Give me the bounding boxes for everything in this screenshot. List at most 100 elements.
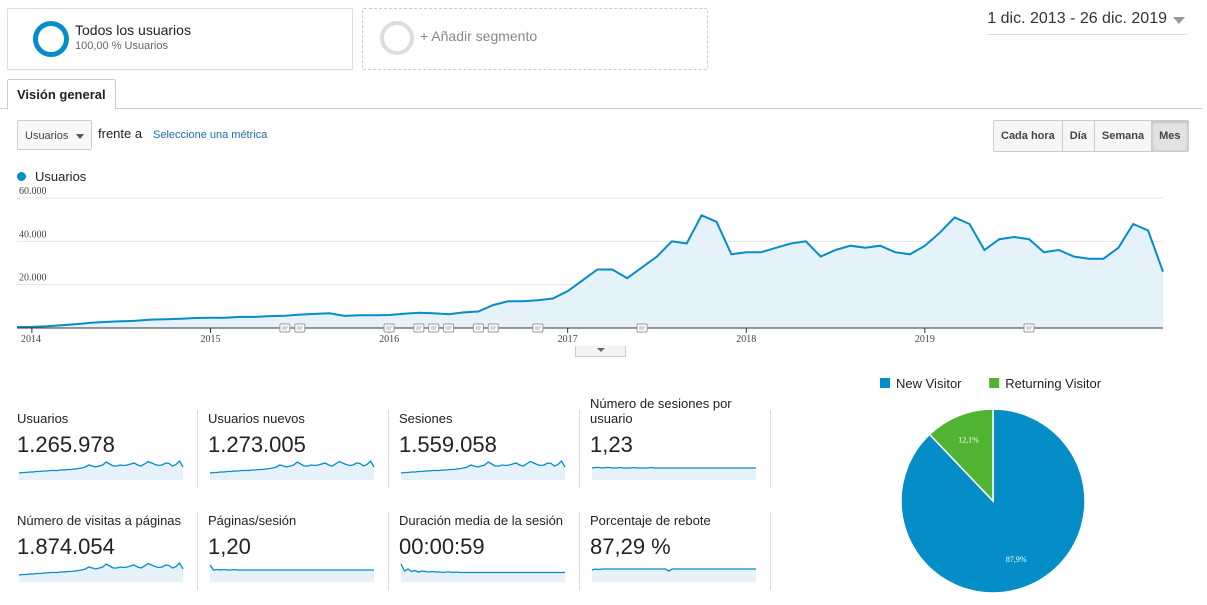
annotation-icon[interactable] xyxy=(472,323,484,333)
x-tick-label: 2016 xyxy=(379,334,399,345)
metric-select-value: Usuarios xyxy=(25,130,69,142)
tile-divider xyxy=(388,512,389,590)
granularity-toggle: Cada hora Día Semana Mes xyxy=(993,120,1189,152)
sparkline-line xyxy=(591,466,756,469)
metric-select[interactable]: Usuarios xyxy=(17,120,92,150)
metric-label: Número de sesiones por usuario xyxy=(590,396,732,426)
y-tick-label: 20.000 xyxy=(19,273,47,284)
sparkline-area xyxy=(210,565,374,582)
metric-value: 00:00:59 xyxy=(399,534,485,559)
metric-tile[interactable]: Porcentaje de rebote 87,29 % xyxy=(590,498,760,590)
annotation-icon[interactable] xyxy=(1023,323,1035,333)
annotation-icon[interactable] xyxy=(279,323,291,333)
metric-value: 1,23 xyxy=(590,432,633,457)
y-tick-label: 60.000 xyxy=(19,186,47,197)
metric-sparkline xyxy=(18,561,184,582)
segment-all-users[interactable]: Todos los usuarios 100,00 % Usuarios xyxy=(7,8,353,70)
series-line-usuarios xyxy=(17,214,1164,329)
metric-tile[interactable]: Usuarios nuevos 1.273.005 xyxy=(208,396,378,488)
metric-value: 1,20 xyxy=(208,534,251,559)
pie-slice-returning-visitor[interactable] xyxy=(928,408,994,503)
add-segment-label: + Añadir segmento xyxy=(420,28,538,44)
visitor-type-pie-chart[interactable]: New Visitor Returning Visitor 87,9% 12,1% xyxy=(870,370,1170,600)
x-tick-label: 2017 xyxy=(558,334,578,345)
annotation-icon[interactable] xyxy=(383,323,395,333)
legend-dot-icon xyxy=(17,172,26,181)
metric-tile[interactable]: Sesiones 1.559.058 xyxy=(399,396,569,488)
metric-value: 1.265.978 xyxy=(17,432,115,457)
users-over-time-chart[interactable]: 20.000 40.000 60.000 2014 2015 2016 2017 2018 20… xyxy=(17,186,1183,346)
x-tick-label: 2014 xyxy=(21,334,41,345)
sparkline-line xyxy=(18,459,184,474)
metric-tile[interactable]: Número de visitas a páginas 1.874.054 xyxy=(17,498,187,590)
legend-label: Usuarios xyxy=(35,169,87,184)
sparkline-line xyxy=(591,568,756,572)
pie-slice-label: 12,1% xyxy=(958,435,979,444)
metric-label: Número de visitas a páginas xyxy=(17,513,182,528)
annotation-icon[interactable] xyxy=(413,323,425,333)
pie-legend-item[interactable]: New Visitor xyxy=(880,376,962,391)
chart-collapse-handle[interactable] xyxy=(575,346,626,357)
sparkline-area xyxy=(592,569,756,582)
tile-divider xyxy=(197,512,198,590)
segment-placeholder-icon xyxy=(380,21,414,55)
tab-overview[interactable]: Visión general xyxy=(7,79,116,110)
metric-label: Sesiones xyxy=(399,411,453,426)
metric-value: 1.874.054 xyxy=(17,534,115,559)
granularity-week-button[interactable]: Semana xyxy=(1094,121,1153,151)
sparkline-line xyxy=(400,459,566,474)
chevron-down-icon xyxy=(1173,17,1185,24)
metric-label: Duración media de la sesión xyxy=(399,513,564,528)
series-area xyxy=(17,215,1163,328)
choose-metric-link[interactable]: Seleccione una métrica xyxy=(153,129,268,141)
sparkline-line xyxy=(209,564,374,571)
legend-swatch xyxy=(880,378,890,388)
metric-sparkline xyxy=(209,564,374,582)
tile-divider xyxy=(197,410,198,488)
y-tick-label: 40.000 xyxy=(19,229,47,240)
metric-tile[interactable]: Páginas/sesión 1,20 xyxy=(208,498,378,590)
metric-sparkline xyxy=(18,459,184,480)
tile-divider xyxy=(579,512,580,590)
annotation-icon[interactable] xyxy=(294,323,306,333)
metric-tile[interactable]: Usuarios 1.265.978 xyxy=(17,396,187,488)
legend-swatch xyxy=(989,378,1000,388)
x-tick-label: 2015 xyxy=(200,334,220,345)
annotation-icon[interactable] xyxy=(532,323,544,333)
metric-label: Usuarios xyxy=(17,411,69,426)
date-range-picker[interactable]: 1 dic. 2013 - 26 dic. 2019 xyxy=(987,10,1187,35)
annotation-icon[interactable] xyxy=(487,323,499,333)
metric-sparkline xyxy=(400,563,565,582)
metric-value: 1.559.058 xyxy=(399,432,497,457)
x-tick-label: 2018 xyxy=(736,334,756,345)
annotation-icon[interactable] xyxy=(443,323,455,333)
metric-value: 87,29 % xyxy=(590,534,671,559)
date-range-text: 1 dic. 2013 - 26 dic. 2019 xyxy=(987,10,1167,27)
metric-tile[interactable]: Número de sesiones por usuario 1,23 xyxy=(590,396,760,488)
granularity-day-button[interactable]: Día xyxy=(1062,121,1095,151)
pie-slice-label: 87,9% xyxy=(1006,555,1027,564)
metric-tile[interactable]: Duración media de la sesión 00:00:59 xyxy=(399,498,569,590)
segment-ring-icon xyxy=(33,21,69,57)
chevron-down-icon xyxy=(597,348,605,352)
tile-divider xyxy=(579,410,580,488)
tile-divider xyxy=(770,410,771,488)
segment-name: Todos los usuarios xyxy=(75,22,191,38)
annotation-icon[interactable] xyxy=(428,323,440,333)
metric-sparkline xyxy=(591,568,756,582)
tile-divider xyxy=(770,512,771,590)
sparkline-line xyxy=(18,561,184,576)
granularity-hourly-button[interactable]: Cada hora xyxy=(994,121,1063,151)
chevron-down-icon xyxy=(76,134,84,139)
tab-divider xyxy=(0,108,1202,109)
metric-sparkline xyxy=(591,466,756,480)
metric-label: Usuarios nuevos xyxy=(208,411,305,426)
metric-label: Páginas/sesión xyxy=(208,513,297,528)
metric-sparkline xyxy=(400,459,566,480)
granularity-month-button[interactable]: Mes xyxy=(1152,121,1188,151)
annotation-icon[interactable] xyxy=(636,323,648,333)
pie-legend-item[interactable]: Returning Visitor xyxy=(989,376,1102,391)
metric-sparkline xyxy=(209,459,375,480)
add-segment-button[interactable]: + Añadir segmento xyxy=(362,8,708,70)
versus-label: frente a xyxy=(98,126,143,141)
